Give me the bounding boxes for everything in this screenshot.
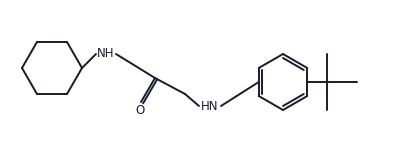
Text: O: O <box>135 103 144 117</box>
Text: NH: NH <box>97 48 115 60</box>
Text: HN: HN <box>201 99 218 112</box>
